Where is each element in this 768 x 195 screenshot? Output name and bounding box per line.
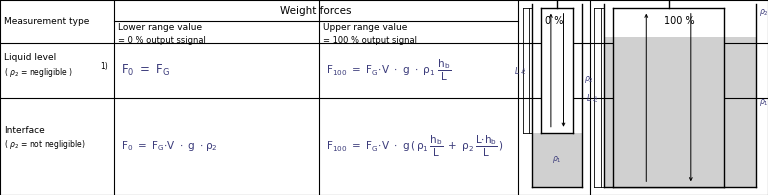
Bar <box>604 37 756 187</box>
Text: $\mathsf{F_{100}\ =\ F_G{\cdot}V\ \cdot\ g\,(\,\rho_1\,\dfrac{h_b}{L}\ +\ \rho_2: $\mathsf{F_{100}\ =\ F_G{\cdot}V\ \cdot\… <box>326 134 505 159</box>
Text: = 0 % output ssignal: = 0 % output ssignal <box>118 36 205 45</box>
Text: $\mathsf{F_0\ =\ F_G{\cdot}V\ \cdot\ g\ \cdot\rho_2}$: $\mathsf{F_0\ =\ F_G{\cdot}V\ \cdot\ g\ … <box>121 139 218 153</box>
Text: 0 %: 0 % <box>545 16 563 27</box>
Text: 1): 1) <box>100 62 108 71</box>
Text: $\rho_1$: $\rho_1$ <box>552 154 562 165</box>
Bar <box>613 37 724 187</box>
Text: $\mathsf{F_0\ =\ F_G}$: $\mathsf{F_0\ =\ F_G}$ <box>121 63 170 78</box>
Bar <box>532 133 582 187</box>
Text: $\rho_2$: $\rho_2$ <box>759 7 768 18</box>
Text: $L$: $L$ <box>514 65 520 76</box>
Text: ( $\rho_2$ = negligible ): ( $\rho_2$ = negligible ) <box>4 66 73 79</box>
Text: ( $\rho_2$ = not negligible): ( $\rho_2$ = not negligible) <box>4 138 85 151</box>
Text: $\rho_1$: $\rho_1$ <box>759 97 768 108</box>
Text: $\mathsf{F_{100}\ =\ F_G{\cdot}V\ \cdot\ g\ \cdot\ \rho_1\ \dfrac{h_b}{L}}$: $\mathsf{F_{100}\ =\ F_G{\cdot}V\ \cdot\… <box>326 58 452 83</box>
Text: Interface: Interface <box>4 126 45 135</box>
Text: = 100 % output signal: = 100 % output signal <box>323 36 416 45</box>
Text: $h_b$: $h_b$ <box>591 93 601 102</box>
Text: Upper range value: Upper range value <box>323 23 407 32</box>
Text: $\rho_2$: $\rho_2$ <box>584 74 594 85</box>
Text: 100 %: 100 % <box>664 16 694 27</box>
Text: $h_b$: $h_b$ <box>520 66 529 74</box>
Text: $L$: $L$ <box>585 92 591 103</box>
Text: Lower range value: Lower range value <box>118 23 202 32</box>
Text: Measurement type: Measurement type <box>4 17 89 26</box>
Text: Liquid level: Liquid level <box>4 53 56 62</box>
Text: Weight forces: Weight forces <box>280 6 352 16</box>
Bar <box>541 8 573 133</box>
